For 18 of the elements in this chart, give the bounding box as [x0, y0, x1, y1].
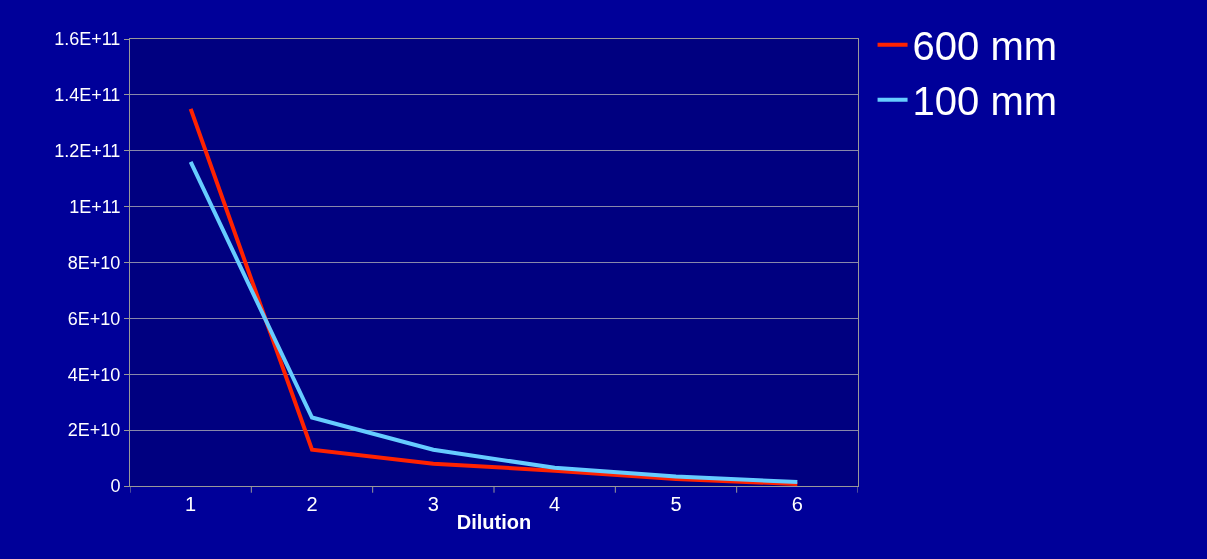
legend-label: 100 mm [912, 79, 1058, 124]
y-tick-label: 8E+10 [67, 252, 121, 273]
x-tick-label: 5 [670, 493, 682, 515]
x-tick-label: 2 [306, 493, 318, 515]
x-tick-label: 4 [549, 493, 561, 515]
legend-label: 600 mm [912, 24, 1058, 69]
y-tick-label: 1.2E+11 [54, 141, 121, 162]
x-tick-label: 3 [427, 493, 439, 515]
y-tick-label: 6E+10 [67, 308, 121, 329]
x-tick-label: 1 [185, 493, 197, 515]
y-tick-label: 4E+10 [67, 364, 121, 385]
y-tick-label: 1.4E+11 [54, 85, 121, 106]
x-tick-label: 6 [791, 493, 803, 515]
x-axis-title: Dilution [456, 510, 532, 533]
y-tick-label: 0 [110, 476, 121, 497]
y-tick-label: 1E+11 [69, 196, 121, 217]
y-tick-label: 2E+10 [67, 420, 121, 441]
y-tick-label: 1.6E+11 [54, 29, 121, 50]
